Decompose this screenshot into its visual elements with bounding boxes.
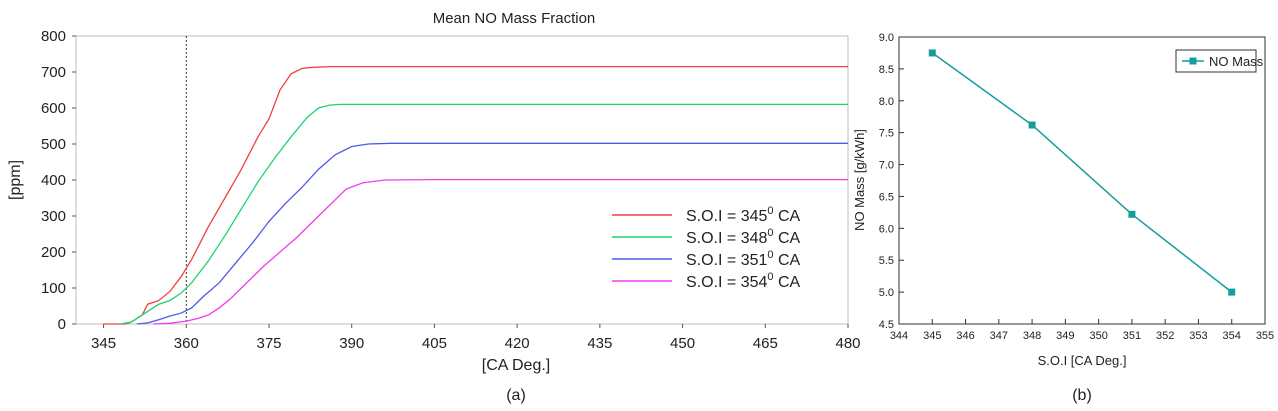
chart-b-ytick-label: 5.0 xyxy=(879,287,894,299)
chart-a: Mean NO Mass Fraction [ppm] [CA Deg.] (a… xyxy=(7,10,861,404)
chart-b-xtick-label: 345 xyxy=(923,330,941,342)
chart-b-legend-box xyxy=(1175,49,1257,73)
chart-a-legend-label: S.O.I = 3450 CA xyxy=(686,205,801,225)
chart-a-legend-label: S.O.I = 3480 CA xyxy=(686,227,801,247)
chart-a-ylabel: [ppm] xyxy=(7,160,24,200)
chart-a-ticks: 0 100 200 300 400 500 600 700 800 345 360 375 390 405… xyxy=(41,28,861,352)
chart-b-ytick-label: 8.5 xyxy=(879,64,894,76)
chart-b-lines xyxy=(928,49,1236,296)
chart-a-xtick-label: 390 xyxy=(339,335,364,352)
chart-b-xtick-label: 347 xyxy=(990,330,1008,342)
chart-a-xtick-label: 435 xyxy=(587,335,612,352)
chart-a-ytick-label: 400 xyxy=(41,172,66,189)
chart-a-ytick-label: 200 xyxy=(41,244,66,261)
chart-b-ticks: 4.5 5.0 5.5 6.0 6.5 7.0 7.5 8.0 8.5 9.0 344 345 346 3… xyxy=(879,32,1274,342)
chart-a-caption: (a) xyxy=(506,387,526,404)
chart-b-series-line-0 xyxy=(931,52,1233,293)
chart-b-xtick-label: 350 xyxy=(1089,330,1107,342)
chart-a-ytick-label: 600 xyxy=(41,100,66,117)
chart-b-data-point xyxy=(1228,288,1236,296)
chart-a-xtick-label: 360 xyxy=(174,335,199,352)
chart-a-ytick-label: 300 xyxy=(41,208,66,225)
chart-a-xtick-label: 480 xyxy=(835,335,860,352)
chart-a-xtick-label: 345 xyxy=(91,335,116,352)
chart-a-ytick-label: 700 xyxy=(41,64,66,81)
chart-b-legend: NO Mass xyxy=(1175,49,1264,73)
chart-b-xtick-label: 352 xyxy=(1156,330,1174,342)
chart-a-title: Mean NO Mass Fraction xyxy=(433,10,596,27)
chart-a-ytick-label: 0 xyxy=(58,316,66,333)
chart-a-legend: S.O.I = 3450 CAS.O.I = 3480 CAS.O.I = 35… xyxy=(612,205,801,291)
chart-b-xtick-label: 351 xyxy=(1123,330,1141,342)
chart-b-ytick-label: 7.5 xyxy=(879,128,894,140)
chart-a-series-line-2 xyxy=(136,142,848,325)
chart-a-ytick-label: 500 xyxy=(41,136,66,153)
chart-b-xtick-label: 346 xyxy=(956,330,974,342)
chart-b-xtick-label: 355 xyxy=(1256,330,1274,342)
chart-a-series-line-1 xyxy=(119,103,848,325)
chart-b-xlabel: S.O.I [CA Deg.] xyxy=(1038,353,1127,368)
chart-b-caption: (b) xyxy=(1072,387,1092,404)
chart-b-ytick-label: 6.5 xyxy=(879,191,894,203)
chart-b-ytick-label: 6.0 xyxy=(879,223,894,235)
chart-a-xtick-label: 405 xyxy=(422,335,447,352)
chart-a-ytick-label: 800 xyxy=(41,28,66,45)
chart-b-xtick-label: 344 xyxy=(890,330,908,342)
chart-b-xtick-label: 348 xyxy=(1023,330,1041,342)
chart-b-xtick-label: 349 xyxy=(1056,330,1074,342)
chart-b-ytick-label: 7.0 xyxy=(879,160,894,172)
chart-a-xtick-label: 420 xyxy=(505,335,530,352)
chart-a-xtick-label: 375 xyxy=(256,335,281,352)
chart-b-xtick-label: 353 xyxy=(1189,330,1207,342)
chart-a-series-line-3 xyxy=(153,178,848,325)
chart-a-xtick-label: 450 xyxy=(670,335,695,352)
chart-a-xtick-label: 465 xyxy=(753,335,778,352)
chart-b-legend-marker xyxy=(1189,57,1197,65)
chart-a-xlabel: [CA Deg.] xyxy=(482,357,550,374)
chart-b-ytick-label: 5.5 xyxy=(879,255,894,267)
chart-b-data-point xyxy=(928,49,936,57)
chart-a-series-line-0 xyxy=(103,65,848,325)
chart-a-lines xyxy=(103,65,848,325)
chart-b-ylabel: NO Mass [g/kWh] xyxy=(852,129,867,231)
chart-a-legend-label: S.O.I = 3510 CA xyxy=(686,249,801,269)
chart-b-ytick-label: 4.5 xyxy=(879,319,894,331)
chart-b-xtick-label: 354 xyxy=(1223,330,1241,342)
chart-a-ytick-label: 100 xyxy=(41,280,66,297)
chart-b-plot-area xyxy=(898,36,1266,325)
chart-b-ytick-label: 8.0 xyxy=(879,96,894,108)
chart-b: NO Mass [g/kWh] S.O.I [CA Deg.] (b) 4.5 5… xyxy=(852,32,1274,404)
chart-a-legend-label: S.O.I = 3540 CA xyxy=(686,271,801,291)
chart-b-ytick-label: 9.0 xyxy=(879,32,894,44)
chart-b-data-point xyxy=(1028,121,1036,129)
chart-b-data-point xyxy=(1128,210,1136,218)
chart-b-legend-label: NO Mass xyxy=(1209,54,1264,69)
